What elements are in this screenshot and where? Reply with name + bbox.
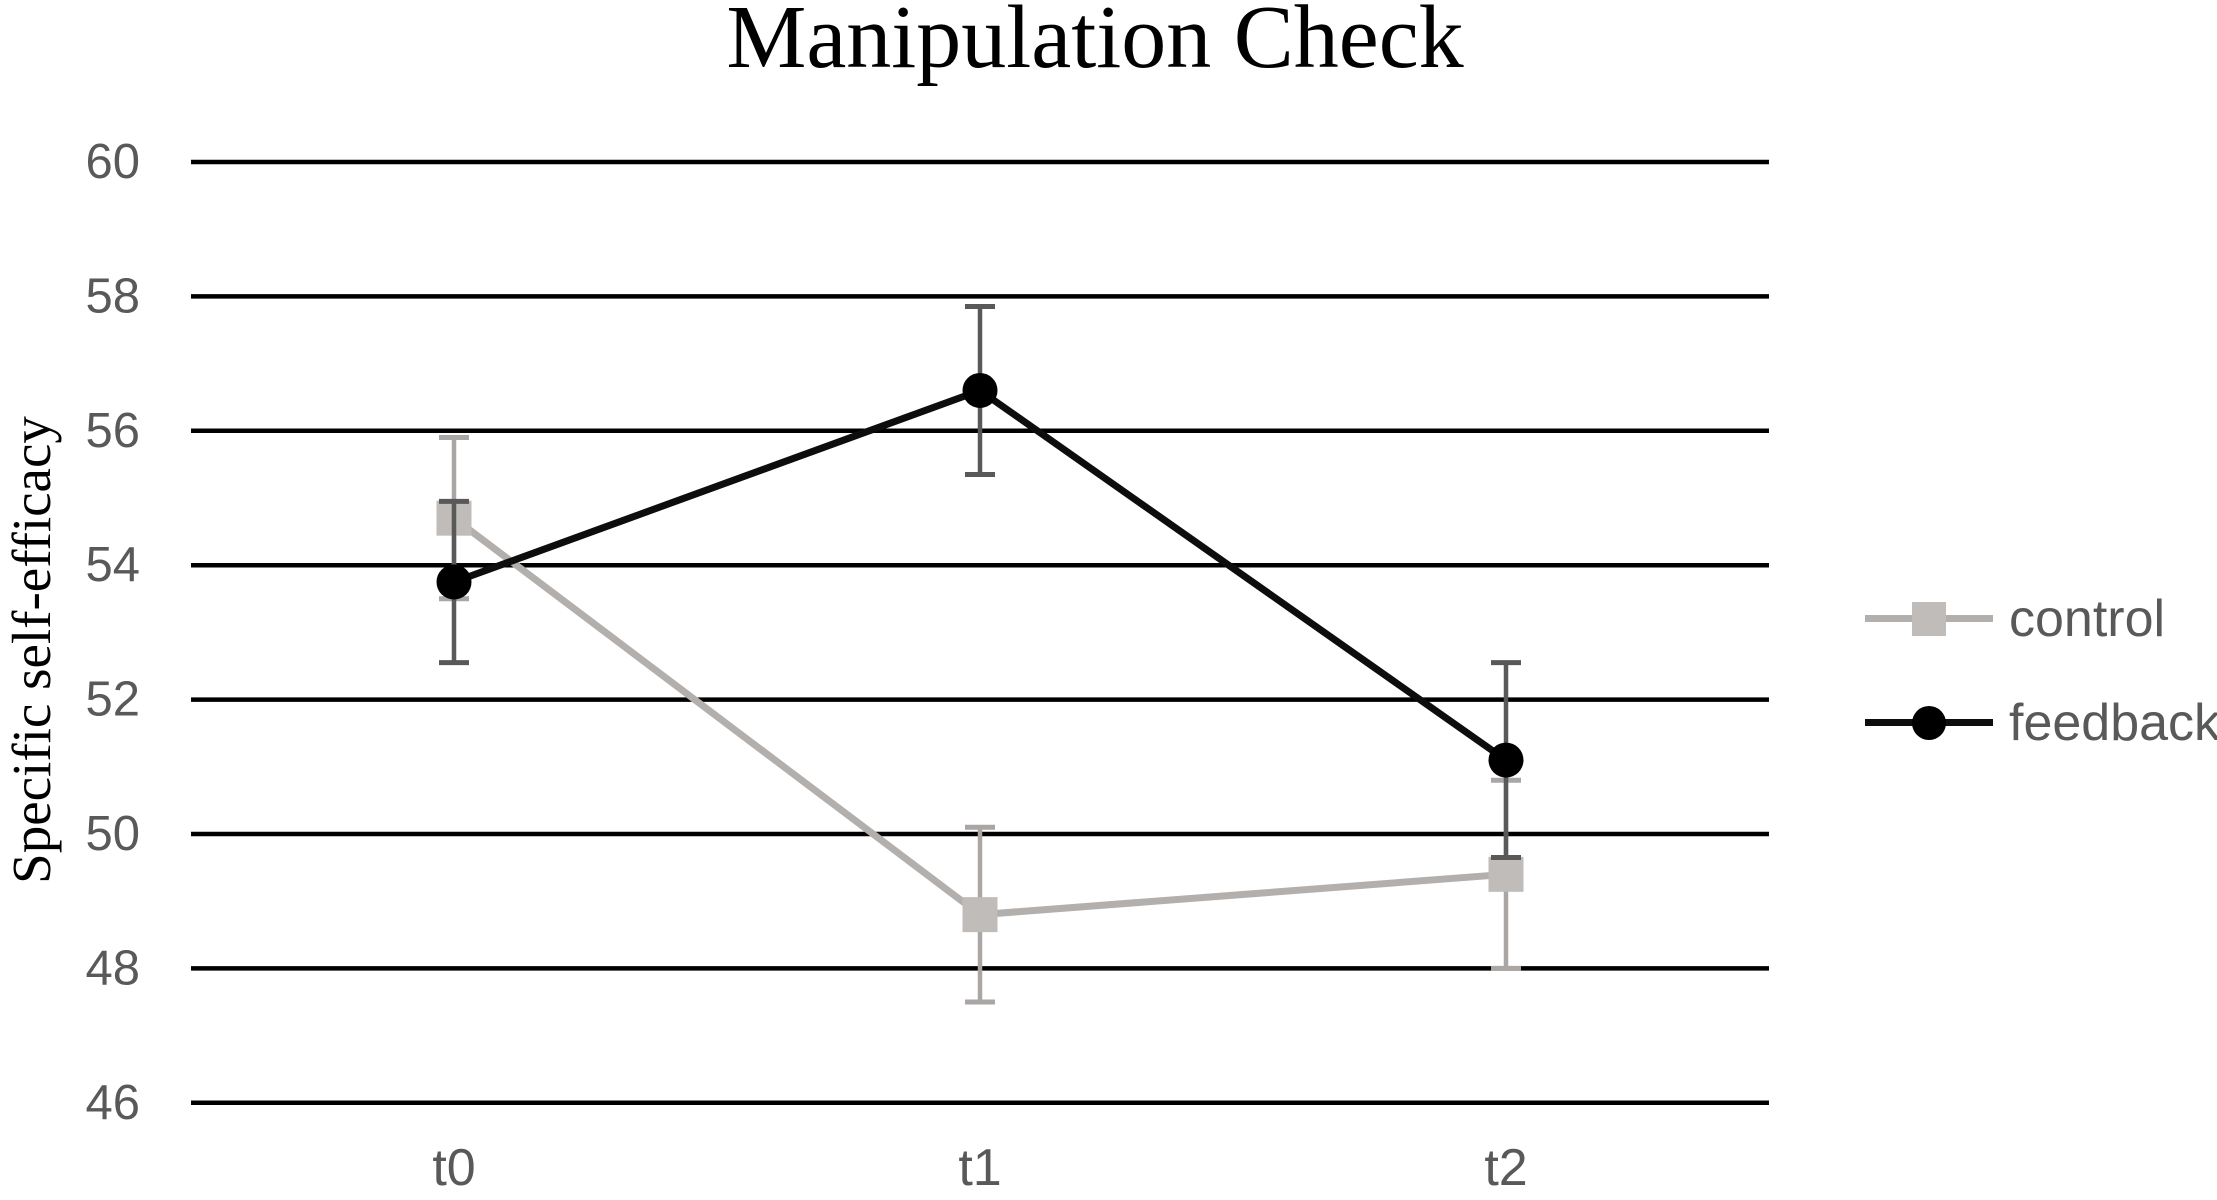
feedback-circle-marker-icon bbox=[1912, 706, 1946, 740]
x-tick-label: t1 bbox=[958, 1139, 1001, 1197]
legend: control feedback bbox=[1865, 590, 2217, 752]
control-data-point-marker bbox=[1488, 856, 1524, 892]
y-tick-label: 48 bbox=[85, 941, 140, 995]
y-tick-label: 58 bbox=[85, 269, 140, 323]
feedback-data-point-marker bbox=[436, 564, 472, 600]
legend-label-control: control bbox=[2009, 590, 2166, 648]
control-series-swatch bbox=[1865, 594, 1993, 644]
feedback-data-point-marker bbox=[962, 372, 998, 408]
y-tick-label: 50 bbox=[85, 807, 140, 861]
legend-item-feedback: feedback bbox=[1865, 694, 2217, 752]
control-data-point-marker bbox=[962, 897, 998, 933]
control-square-marker-icon bbox=[1912, 602, 1946, 636]
feedback-data-point-marker bbox=[1488, 742, 1524, 778]
y-tick-label: 56 bbox=[85, 404, 140, 458]
legend-label-feedback: feedback bbox=[2009, 694, 2217, 752]
y-tick-label: 60 bbox=[85, 135, 140, 189]
x-tick-label: t2 bbox=[1484, 1139, 1527, 1197]
feedback-series-swatch bbox=[1865, 698, 1993, 748]
legend-item-control: control bbox=[1865, 590, 2217, 648]
chart-title: Manipulation Check bbox=[726, 0, 1464, 87]
x-tick-label: t0 bbox=[432, 1139, 475, 1197]
y-tick-label: 54 bbox=[85, 538, 140, 592]
y-tick-label: 46 bbox=[85, 1076, 140, 1130]
y-tick-label: 52 bbox=[85, 673, 140, 727]
